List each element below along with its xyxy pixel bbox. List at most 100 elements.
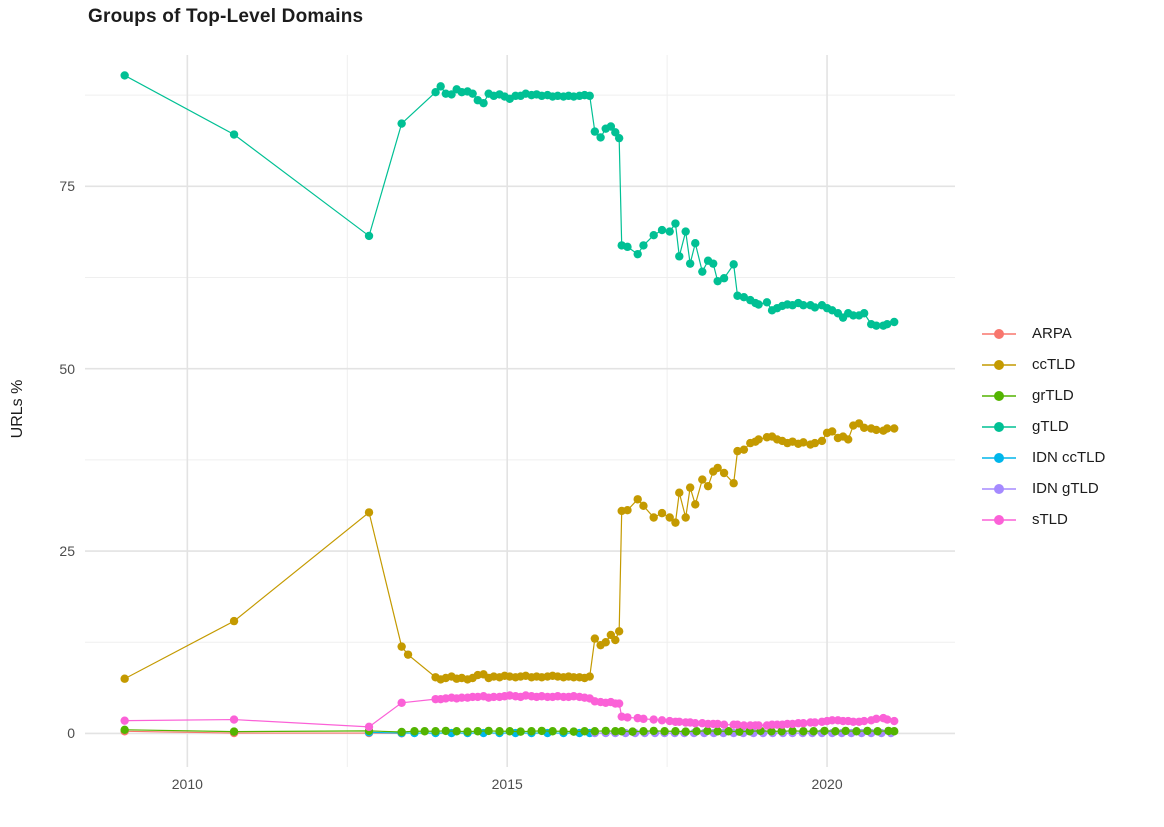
series-point-grtld <box>516 727 525 736</box>
legend-item-stld: sTLD <box>982 504 1105 535</box>
series-point-grtld <box>799 727 808 736</box>
series-point-grtld <box>410 727 419 736</box>
series-point-gtld <box>698 267 707 276</box>
series-point-cctld <box>639 501 648 511</box>
x-tick-label: 2015 <box>491 776 523 792</box>
series-point-cctld <box>843 435 853 444</box>
series-point-cctld <box>703 481 713 491</box>
series-point-cctld <box>799 438 808 447</box>
series-point-stld <box>657 716 667 725</box>
series-point-grtld <box>601 726 610 736</box>
series-point-cctld <box>585 672 594 681</box>
series-point-cctld <box>590 634 600 643</box>
series-point-stld <box>799 719 808 728</box>
series-point-stld <box>719 720 729 729</box>
series-point-grtld <box>777 727 786 736</box>
series-point-grtld <box>484 726 493 736</box>
series-point-grtld <box>495 727 504 736</box>
series-point-grtld <box>548 727 557 736</box>
series-point-gtld <box>691 239 700 248</box>
series-point-grtld <box>537 726 546 736</box>
legend-item-arpa: ARPA <box>982 318 1105 349</box>
series-point-stld <box>364 722 374 732</box>
legend-label: grTLD <box>1032 387 1074 404</box>
series-point-cctld <box>691 500 700 509</box>
series-point-stld <box>849 717 858 726</box>
series-point-stld <box>397 698 406 708</box>
series-point-grtld <box>820 726 829 736</box>
series-point-gtld <box>849 311 858 320</box>
legend-item-cctld: ccTLD <box>982 349 1105 380</box>
series-point-gtld <box>729 260 738 269</box>
series-point-cctld <box>754 435 763 444</box>
series-point-gtld <box>708 259 718 268</box>
series-point-cctld <box>698 475 707 484</box>
series-point-gtld <box>431 88 440 97</box>
series-point-grtld <box>852 727 861 736</box>
series-point-stld <box>713 719 722 729</box>
series-point-gtld <box>120 71 129 80</box>
series-point-stld <box>614 699 624 708</box>
series-point-gtld <box>614 133 624 143</box>
series-point-cctld <box>675 488 684 497</box>
series-point-stld <box>120 716 129 725</box>
legend-key-icon <box>982 390 1016 401</box>
series-point-grtld <box>463 727 472 736</box>
series-point-gtld <box>681 227 690 236</box>
series-point-grtld <box>841 726 850 736</box>
series-point-cctld <box>601 638 610 647</box>
series-point-cctld <box>403 650 413 659</box>
series-point-gtld <box>882 319 892 329</box>
series-point-grtld <box>420 727 429 736</box>
series-point-cctld <box>665 513 674 522</box>
series-point-grtld <box>681 727 690 736</box>
series-point-gtld <box>719 274 729 283</box>
series-point-cctld <box>614 627 624 636</box>
series-point-gtld <box>810 303 820 312</box>
series-point-gtld <box>606 122 616 131</box>
legend: ARPA ccTLD grTLD gTLD IDN ccTLD IDN gTLD sTLD <box>982 318 1105 535</box>
series-point-cctld <box>569 673 578 682</box>
legend-item-idn-cctld: IDN ccTLD <box>982 442 1105 473</box>
series-point-stld <box>639 714 648 724</box>
series-point-stld <box>859 716 869 726</box>
series-point-cctld <box>397 642 406 651</box>
series-point-stld <box>882 715 892 724</box>
series-point-grtld <box>873 727 882 736</box>
series-point-stld <box>872 714 881 724</box>
series-point-grtld <box>649 726 658 736</box>
series-point-grtld <box>229 727 239 736</box>
series-point-grtld <box>671 727 680 736</box>
series-point-gtld <box>468 89 477 98</box>
series-point-grtld <box>505 727 514 736</box>
series-point-stld <box>675 717 684 726</box>
series-point-cctld <box>671 518 680 527</box>
legend-label: IDN gTLD <box>1032 480 1099 497</box>
series-point-gtld <box>623 242 632 252</box>
legend-label: ccTLD <box>1032 356 1076 373</box>
series-line-gtld <box>124 74 895 327</box>
legend-label: IDN ccTLD <box>1032 449 1106 466</box>
series-point-gtld <box>639 241 648 250</box>
series-point-cctld <box>739 445 749 454</box>
series-point-grtld <box>713 727 722 736</box>
series-point-grtld <box>724 727 733 736</box>
series-point-grtld <box>703 726 712 736</box>
series-point-grtld <box>692 727 701 736</box>
series-point-grtld <box>767 727 776 736</box>
legend-item-idn-gtld: IDN gTLD <box>982 473 1105 504</box>
legend-key-icon <box>982 328 1016 339</box>
series-point-grtld <box>628 727 637 736</box>
series-point-gtld <box>229 130 239 139</box>
series-point-grtld <box>397 727 406 737</box>
series-point-stld <box>827 716 837 725</box>
series-point-cctld <box>890 424 899 433</box>
series-point-grtld <box>831 727 840 736</box>
series-point-cctld <box>729 479 738 488</box>
series-point-cctld <box>657 508 667 518</box>
series-point-stld <box>489 692 498 702</box>
series-point-cctld <box>859 423 869 432</box>
series-point-cctld <box>633 495 642 504</box>
series-point-gtld <box>633 249 642 259</box>
x-tick-label: 2020 <box>811 776 843 792</box>
